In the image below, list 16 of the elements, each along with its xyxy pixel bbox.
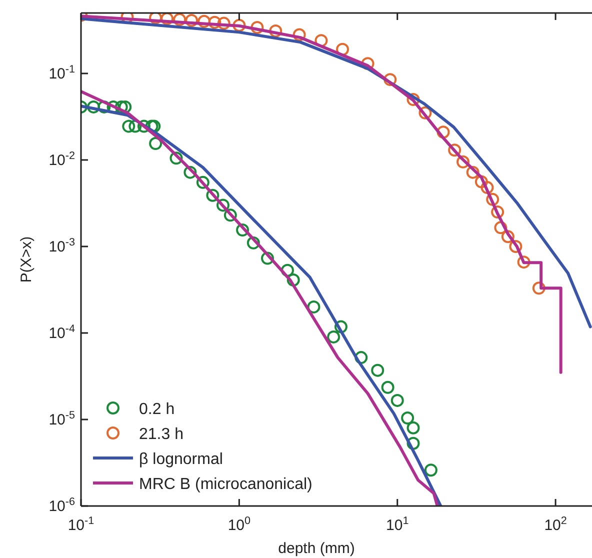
y-axis-title: P(X>x) bbox=[18, 236, 35, 283]
y-tick-label: 10$^{-4}$ bbox=[48, 322, 75, 342]
legend-label: MRC B (microcanonical) bbox=[139, 476, 312, 493]
x-axis-title: depth (mm) bbox=[278, 540, 355, 557]
x-tick-label: 10$^{2}$ bbox=[544, 515, 567, 534]
y-tick-label: 10$^{-2}$ bbox=[48, 150, 75, 169]
x-tick-label: 10$^{0}$ bbox=[228, 515, 251, 534]
x-tick-label: 10$^{1}$ bbox=[386, 515, 409, 534]
legend-label: β lognormal bbox=[139, 451, 223, 468]
y-tick-label: 10$^{-5}$ bbox=[48, 409, 75, 428]
y-tick-label: 10$^{-6}$ bbox=[48, 496, 75, 515]
y-tick-label: 10$^{-3}$ bbox=[48, 236, 75, 256]
legend-label: 21.3 h bbox=[139, 426, 184, 443]
y-tick-label: 10$^{-1}$ bbox=[48, 63, 75, 82]
x-tick-label: 10$^{-1}$ bbox=[68, 515, 94, 534]
legend-label: 0.2 h bbox=[139, 401, 175, 418]
